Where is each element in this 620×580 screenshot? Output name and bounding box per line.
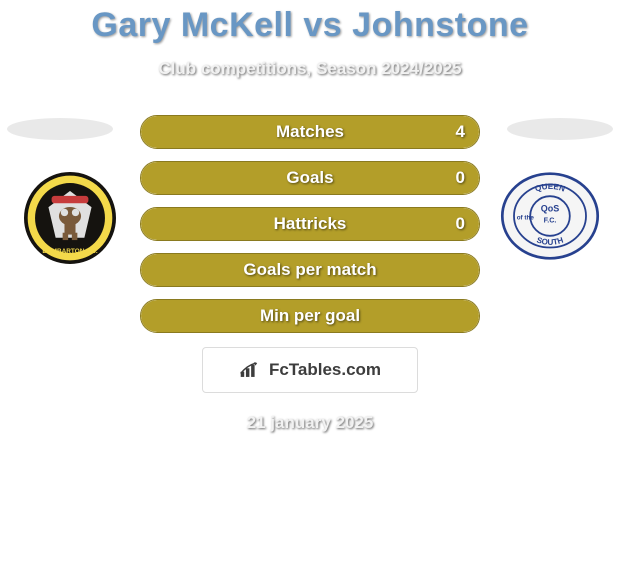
stat-label: Matches xyxy=(276,122,344,142)
brand-text: FcTables.com xyxy=(269,360,381,380)
stat-bar-hattricks: Hattricks 0 xyxy=(140,207,480,241)
stat-label: Hattricks xyxy=(274,214,347,234)
team-badge-right: QoS F.C. QUEEN of the SOUTH xyxy=(500,171,600,261)
header: Gary McKell vs Johnstone Club competitio… xyxy=(0,0,620,79)
svg-text:of the: of the xyxy=(517,215,535,222)
stat-bar-matches: Matches 4 xyxy=(140,115,480,149)
stat-value: 0 xyxy=(456,214,465,234)
queen-of-south-badge-icon: QoS F.C. QUEEN of the SOUTH xyxy=(500,171,600,261)
stat-value: 0 xyxy=(456,168,465,188)
fctables-chart-icon xyxy=(239,361,265,379)
page-subtitle: Club competitions, Season 2024/2025 xyxy=(0,59,620,79)
player-oval-left xyxy=(7,118,113,140)
stat-bar-min-per-goal: Min per goal xyxy=(140,299,480,333)
stat-bar-goals-per-match: Goals per match xyxy=(140,253,480,287)
page-title: Gary McKell vs Johnstone xyxy=(0,6,620,45)
svg-text:F.C.: F.C. xyxy=(544,215,557,224)
stat-bar-goals: Goals 0 xyxy=(140,161,480,195)
stat-label: Goals xyxy=(286,168,333,188)
footer-date: 21 january 2025 xyxy=(0,413,620,433)
comparison-content: DUMBARTON F.C. QoS F.C. QUEEN of the SOU… xyxy=(0,115,620,433)
svg-text:QoS: QoS xyxy=(541,204,560,214)
brand-badge[interactable]: FcTables.com xyxy=(202,347,418,393)
stat-label: Min per goal xyxy=(260,306,360,326)
stat-bars: Matches 4 Goals 0 Hattricks 0 Goals per … xyxy=(140,115,480,333)
stat-label: Goals per match xyxy=(243,260,376,280)
dumbarton-badge-icon: DUMBARTON F.C. xyxy=(24,172,116,264)
team-badge-left: DUMBARTON F.C. xyxy=(20,173,120,263)
svg-text:DUMBARTON F.C.: DUMBARTON F.C. xyxy=(42,248,98,255)
stat-value: 4 xyxy=(456,122,465,142)
player-oval-right xyxy=(507,118,613,140)
